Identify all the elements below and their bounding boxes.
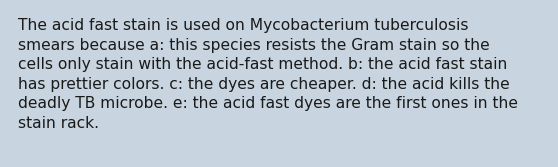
Text: The acid fast stain is used on Mycobacterium tuberculosis
smears because a: this: The acid fast stain is used on Mycobacte…: [18, 18, 518, 131]
